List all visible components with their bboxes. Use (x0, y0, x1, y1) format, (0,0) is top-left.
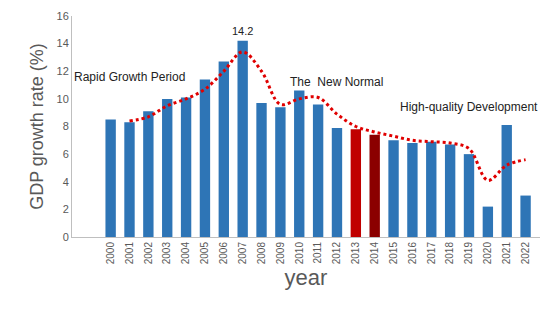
svg-text:10: 10 (57, 93, 69, 105)
svg-text:16: 16 (57, 10, 69, 22)
svg-text:2014: 2014 (369, 242, 380, 265)
svg-text:2006: 2006 (218, 242, 229, 265)
svg-text:2005: 2005 (199, 242, 210, 265)
svg-text:6: 6 (63, 148, 69, 160)
svg-text:2004: 2004 (180, 242, 191, 265)
svg-text:2010: 2010 (294, 242, 305, 265)
svg-text:2018: 2018 (444, 242, 455, 265)
svg-text:High-quality Development: High-quality Development (400, 100, 538, 114)
svg-text:2009: 2009 (275, 242, 286, 265)
svg-text:2003: 2003 (161, 242, 172, 265)
svg-text:0: 0 (63, 231, 69, 243)
svg-text:2016: 2016 (407, 242, 418, 265)
svg-text:GDP growth rate (%): GDP growth rate (%) (27, 43, 47, 210)
svg-text:2017: 2017 (426, 242, 437, 265)
svg-text:year: year (285, 265, 328, 290)
svg-text:14: 14 (57, 37, 69, 49)
svg-text:2: 2 (63, 203, 69, 215)
svg-text:2022: 2022 (520, 242, 531, 265)
svg-text:14.2: 14.2 (232, 25, 253, 37)
svg-text:2019: 2019 (463, 242, 474, 265)
svg-text:12: 12 (57, 65, 69, 77)
svg-text:2021: 2021 (501, 242, 512, 265)
svg-text:The New Normal: The New Normal (290, 75, 383, 89)
svg-text:2002: 2002 (143, 242, 154, 265)
svg-text:8: 8 (63, 120, 69, 132)
svg-text:2007: 2007 (237, 242, 248, 265)
svg-text:Rapid Growth Period: Rapid Growth Period (74, 70, 185, 84)
svg-text:2020: 2020 (482, 242, 493, 265)
svg-text:2001: 2001 (124, 242, 135, 265)
svg-text:2011: 2011 (312, 242, 323, 264)
svg-text:2000: 2000 (105, 242, 116, 265)
svg-text:2008: 2008 (256, 242, 267, 265)
svg-text:2012: 2012 (331, 242, 342, 265)
svg-text:2015: 2015 (388, 242, 399, 265)
svg-text:4: 4 (63, 176, 69, 188)
svg-text:2013: 2013 (350, 242, 361, 265)
